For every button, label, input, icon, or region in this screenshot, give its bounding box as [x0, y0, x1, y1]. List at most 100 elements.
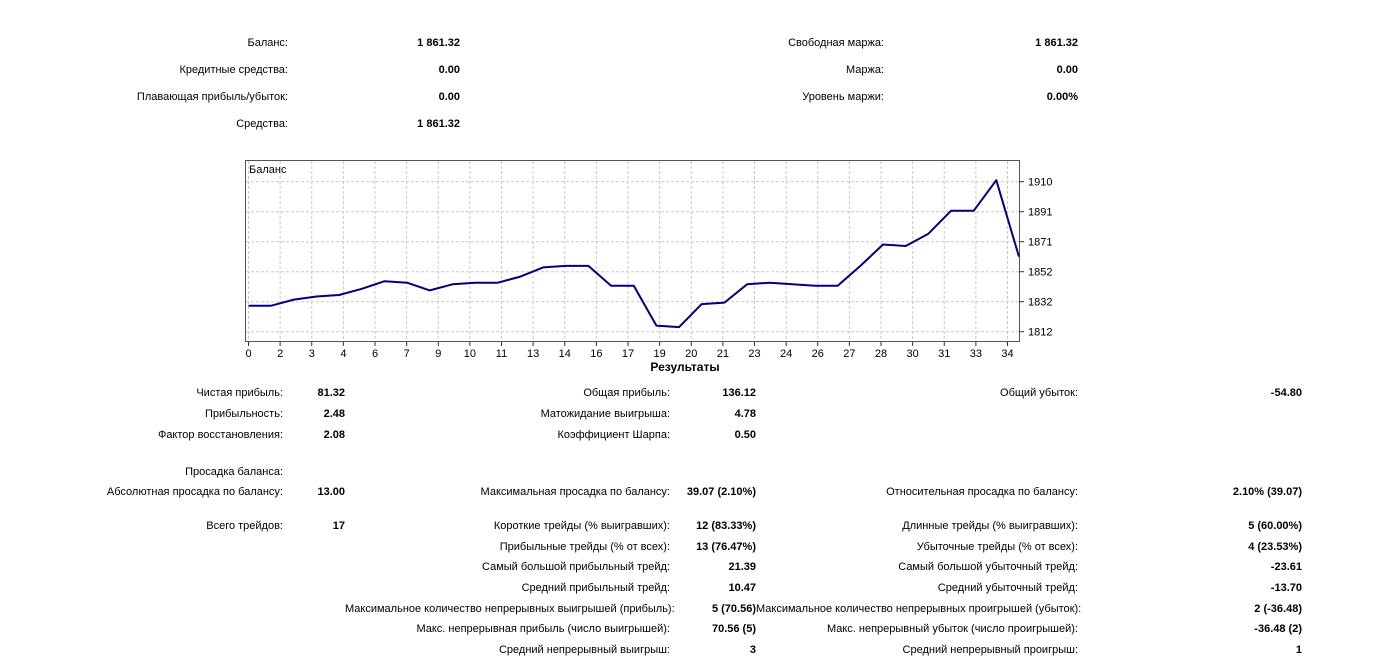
- account-value: 1 861.32: [417, 117, 460, 130]
- stat-value: 21.39: [728, 561, 756, 574]
- stat-row: Максимальное количество непрерывных выиг…: [0, 598, 1310, 619]
- account-label: Маржа:: [845, 64, 884, 77]
- stat-label: Общая прибыль:: [583, 386, 670, 399]
- stat-row: Макс. непрерывная прибыль (число выигрыш…: [0, 619, 1310, 640]
- stat-value: 17: [332, 520, 345, 533]
- x-tick-label: 3: [309, 348, 315, 360]
- x-tick-label: 17: [622, 348, 634, 360]
- account-label: Свободная маржа:: [788, 37, 884, 50]
- stat-label: Абсолютная просадка по балансу:: [106, 485, 283, 498]
- x-tick-label: 2: [277, 348, 283, 360]
- stat-row: Самый большой прибыльный трейд: 21.39 Самы…: [0, 557, 1310, 578]
- stat-label: Длинные трейды (% выигравших):: [902, 520, 1078, 533]
- x-tick-label: 10: [464, 348, 476, 360]
- x-tick-label: 7: [404, 348, 410, 360]
- stat-value: 81.32: [317, 386, 345, 399]
- y-tick-label: 1812: [1028, 327, 1052, 339]
- x-tick-label: 4: [340, 348, 346, 360]
- stat-label: Максимальное количество непрерывных прои…: [756, 602, 1082, 615]
- stat-value: 12 (83.33%): [696, 520, 756, 533]
- stat-label: Средний убыточный трейд:: [937, 582, 1078, 595]
- stat-value: 0.50: [734, 428, 756, 441]
- stat-label: Макс. непрерывная прибыль (число выигрыш…: [416, 623, 670, 636]
- stat-value: 3: [749, 643, 756, 656]
- stat-label: Короткие трейды (% выигравших):: [493, 520, 670, 533]
- x-tick-label: 13: [527, 348, 539, 360]
- stat-value: 2.10% (39.07): [1232, 485, 1302, 498]
- stat-value: 13 (76.47%): [696, 540, 756, 553]
- account-row: Плавающая прибыль/убыток: 0.00: [0, 84, 460, 111]
- balance-line: [248, 179, 1020, 329]
- stat-row: Чистая прибыль: 81.32 Общая прибыль: 136.12…: [0, 382, 1310, 403]
- x-tick-label: 19: [654, 348, 666, 360]
- x-tick-label: 9: [435, 348, 441, 360]
- x-tick-label: 14: [559, 348, 571, 360]
- account-value: 1 861.32: [1035, 37, 1078, 50]
- account-row: Кредитные средства: 0.00: [0, 57, 460, 84]
- results-heading: Результаты: [650, 360, 720, 374]
- account-row: Уровень маржи: 0.00%: [560, 84, 1080, 111]
- stat-row: Средний непрерывный выигрыш: 3 Средний неп…: [0, 640, 1310, 661]
- stat-value: 10.47: [728, 582, 756, 595]
- stat-label: Средний непрерывный проигрыш:: [902, 643, 1078, 656]
- stat-label: Всего трейдов:: [206, 520, 283, 533]
- x-tick-label: 31: [938, 348, 950, 360]
- account-row: Средства: 1 861.32: [0, 110, 460, 137]
- x-tick-label: 27: [843, 348, 855, 360]
- stat-label: Матожидание выигрыша:: [540, 407, 670, 420]
- y-tick-label: 1910: [1028, 177, 1052, 189]
- x-tick-label: 6: [372, 348, 378, 360]
- account-label: Плавающая прибыль/убыток:: [136, 90, 288, 103]
- x-tick-label: 28: [875, 348, 887, 360]
- x-tick-label: 34: [1001, 348, 1013, 360]
- stat-label: Средний прибыльный трейд:: [521, 582, 670, 595]
- stat-row: Фактор восстановления: 2.08 Коэффициент Ша…: [0, 424, 1310, 445]
- stat-label: Общий убыток:: [1000, 386, 1078, 399]
- results-section: Чистая прибыль: 81.32 Общая прибыль: 136.12…: [0, 382, 1310, 445]
- stat-label: Максимальная просадка по балансу:: [480, 485, 670, 498]
- stat-label: Средний непрерывный выигрыш:: [498, 643, 670, 656]
- account-value: 1 861.32: [417, 37, 460, 50]
- stat-value: 39.07 (2.10%): [686, 485, 756, 498]
- y-tick-label: 1852: [1028, 267, 1052, 279]
- account-row: Маржа: 0.00: [560, 57, 1080, 84]
- stat-row: Абсолютная просадка по балансу: 13.00 Макс…: [0, 481, 1310, 502]
- balance-chart-svg: 0 2 3 4 6 7 9 10 11 13 14 16 17 19 20 21 23 24 26 27 28 30 31 3…: [245, 160, 1052, 360]
- stat-value: -23.61: [1270, 561, 1302, 574]
- stat-value: 4 (23.53%): [1248, 540, 1302, 553]
- x-tick-label: 24: [780, 348, 792, 360]
- stat-row: Средний прибыльный трейд: 10.47 Средний уб…: [0, 578, 1310, 599]
- stat-value: 2.08: [323, 428, 345, 441]
- stat-row: Прибыльные трейды (% от всех): 13 (76.47%…: [0, 537, 1310, 558]
- account-row: Свободная маржа: 1 861.32: [560, 30, 1080, 57]
- stat-value: -36.48 (2): [1254, 623, 1302, 636]
- stat-row: Прибыльность: 2.48 Матожидание выигрыша: 4.…: [0, 403, 1310, 424]
- account-value: 0.00: [438, 64, 460, 77]
- chart-border: [245, 160, 1020, 342]
- stat-label: Максимальное количество непрерывных выиг…: [345, 602, 675, 615]
- stat-row: Просадка баланса:: [0, 461, 1310, 482]
- stat-label: Просадка баланса:: [185, 465, 283, 478]
- stat-value: 2.48: [323, 407, 345, 420]
- stat-label: Фактор восстановления:: [157, 428, 283, 441]
- account-label: Средства:: [236, 117, 288, 130]
- x-tick-label: 23: [748, 348, 760, 360]
- balance-chart: 0 2 3 4 6 7 9 10 11 13 14 16 17 19 20 21 23 24 26 27 28 30 31 3…: [245, 160, 1115, 365]
- stat-label: Самый большой убыточный трейд:: [898, 561, 1078, 574]
- stat-label: Убыточные трейды (% от всех):: [916, 540, 1078, 553]
- x-tick-label: 11: [496, 348, 507, 360]
- stat-label: Коэффициент Шарпа:: [557, 428, 670, 441]
- stat-value: -54.80: [1270, 386, 1302, 399]
- stat-value: 1: [1295, 643, 1302, 656]
- chart-legend-label: Баланс: [249, 164, 287, 176]
- drawdown-heading-section: Просадка баланса:: [0, 461, 1310, 482]
- x-tick-label: 16: [590, 348, 602, 360]
- trades-section: Всего трейдов: 17 Короткие трейды (% выигр…: [0, 516, 1310, 660]
- account-value: 0.00%: [1046, 90, 1078, 103]
- account-label: Уровень маржи:: [802, 90, 884, 103]
- y-tick-label: 1832: [1028, 297, 1052, 309]
- stat-value: 70.56 (5): [711, 623, 756, 636]
- x-tick-label: 0: [245, 348, 251, 360]
- stat-label: Прибыльные трейды (% от всех):: [499, 540, 670, 553]
- stat-value: 13.00: [317, 485, 345, 498]
